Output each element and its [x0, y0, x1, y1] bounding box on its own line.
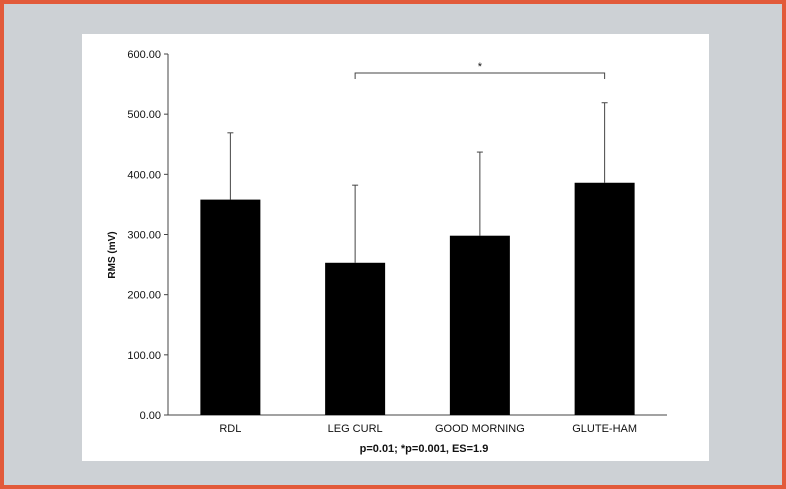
x-tick-label: RDL	[219, 423, 241, 435]
chart-panel: RMS (mV) p=0.01; *p=0.001, ES=1.9 0.00 10…	[82, 34, 709, 461]
bar-chart: RMS (mV) p=0.01; *p=0.001, ES=1.9 0.00 10…	[107, 49, 667, 455]
x-tick-label: LEG CURL	[328, 423, 383, 435]
x-tick-label: GOOD MORNING	[435, 423, 525, 435]
y-tick-label: 0.00	[140, 410, 161, 422]
y-tick-label: 500.00	[127, 109, 161, 121]
y-tick-label: 200.00	[127, 290, 161, 302]
bar	[325, 262, 386, 415]
y-axis-title: RMS (mV)	[107, 231, 118, 278]
y-tick-label: 300.00	[127, 230, 161, 242]
x-tick-label: GLUTE-HAM	[572, 423, 637, 435]
y-tick-label: 400.00	[127, 169, 161, 181]
bar	[200, 199, 261, 415]
significance-marker: *	[478, 61, 483, 73]
chart-footnote: p=0.01; *p=0.001, ES=1.9	[360, 443, 489, 455]
y-tick-label: 600.00	[127, 49, 161, 61]
figure-frame: RMS (mV) p=0.01; *p=0.001, ES=1.9 0.00 10…	[4, 4, 782, 485]
bar	[449, 235, 510, 415]
significance-bracket	[354, 72, 606, 79]
y-tick-label: 100.00	[127, 350, 161, 362]
bar	[574, 182, 635, 415]
